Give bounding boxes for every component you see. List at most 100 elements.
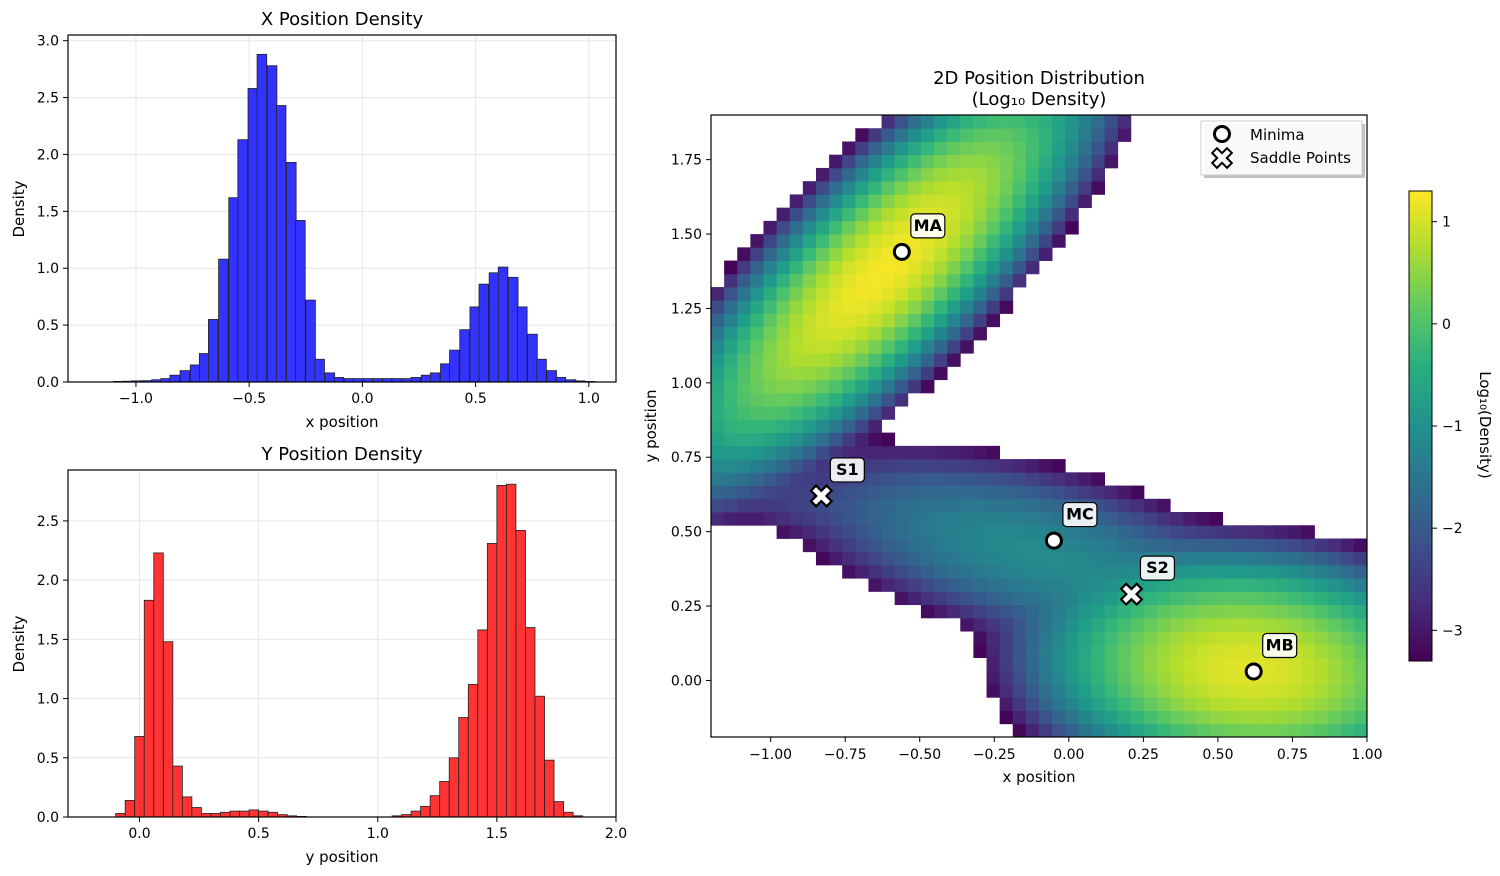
heatmap-cell	[973, 578, 987, 592]
histogram-bar	[477, 629, 488, 818]
point-label-text: MC	[1066, 505, 1094, 524]
heatmap-cell	[1262, 564, 1276, 579]
heatmap-cell	[960, 247, 974, 261]
heatmap-cell	[1052, 564, 1066, 579]
histogram-bar	[410, 810, 422, 818]
heatmap-cell	[1065, 617, 1079, 632]
heatmap-cell	[907, 313, 922, 328]
heatmap-cell	[1012, 644, 1027, 658]
heatmap-cell	[855, 538, 869, 553]
heatmap-cell	[868, 181, 882, 195]
heatmap-cell	[960, 551, 974, 566]
heatmap-cell	[1012, 512, 1027, 526]
heatmap-cell	[907, 538, 922, 553]
heatmap-cell	[1039, 154, 1053, 169]
heatmap-cell	[907, 141, 922, 156]
heatmap-cell	[960, 591, 974, 606]
heatmap-cell	[986, 167, 1001, 182]
heatmap-cell	[829, 366, 843, 381]
heatmap-cell	[815, 273, 830, 288]
heatmap-cell	[1301, 657, 1315, 672]
heatmap-cell	[999, 154, 1014, 169]
point-label-box	[829, 457, 865, 483]
heatmap-cell	[934, 498, 948, 513]
heatmap-cell	[1262, 723, 1276, 737]
heatmap-cell	[750, 260, 764, 275]
heatmap-cell	[1275, 591, 1289, 606]
heatmap-cell	[999, 115, 1014, 129]
heatmap-cell	[986, 512, 1001, 526]
heatmap-cell	[1039, 234, 1053, 248]
heatmap-cell	[855, 432, 869, 447]
heatmap-cell	[1235, 617, 1250, 632]
heatmap-cell	[815, 432, 830, 447]
histogram-bar	[198, 353, 210, 383]
x-tick-label: −1.0	[119, 391, 153, 407]
heatmap-cell	[1052, 128, 1066, 142]
histogram-bar	[218, 258, 229, 383]
heatmap-cell	[829, 419, 843, 434]
x-density-xlabel: x position	[305, 413, 378, 431]
heatmap-cell	[815, 207, 830, 222]
heatmap-cell	[920, 313, 935, 328]
heatmap-cell	[1065, 657, 1079, 672]
heatmap-cell	[986, 631, 1001, 645]
heatmap-cell	[829, 445, 843, 460]
histogram-bar	[420, 374, 432, 383]
heatmap-cell	[1340, 670, 1355, 685]
heatmap-cell	[999, 472, 1014, 486]
heatmap-cell	[1170, 684, 1184, 698]
heatmap-cell	[1025, 644, 1040, 658]
heatmap-cell	[1025, 498, 1040, 513]
point-label-ma: MA	[910, 213, 946, 239]
heatmap-cell	[1170, 697, 1184, 711]
heatmap-cell	[1091, 723, 1105, 737]
heatmap-cell	[789, 273, 804, 288]
heatmap-cell	[1012, 207, 1027, 222]
heatmap-cell	[894, 459, 909, 473]
heatmap-cell	[1091, 551, 1105, 566]
heatmap-cell	[907, 300, 922, 314]
heatmap-cell	[1078, 684, 1092, 698]
heatmap-cell	[1248, 538, 1263, 553]
heatmap-cell	[776, 220, 791, 235]
heatmap-cell	[737, 445, 751, 460]
heatmap-cell	[894, 564, 909, 579]
colorbar-tick-label: −2	[1442, 521, 1463, 537]
heatmap-cell	[920, 273, 935, 288]
heatmap-cell	[1078, 538, 1092, 553]
saddle-marker	[1119, 582, 1144, 607]
histogram-bar	[258, 810, 269, 818]
heatmap-cell	[1012, 115, 1027, 129]
heatmap-cell	[1314, 657, 1329, 672]
heatmap-cell	[973, 538, 987, 553]
histogram-bar	[247, 88, 259, 383]
heatmap-cell	[934, 247, 948, 261]
heatmap-cell	[973, 604, 987, 619]
heatmap-cell	[999, 167, 1014, 182]
point-label-text: MB	[1266, 636, 1294, 655]
heatmap-cell	[1353, 578, 1367, 592]
histogram-bar	[478, 283, 490, 383]
heatmap-cell	[1340, 710, 1355, 725]
heatmap-cell	[1183, 684, 1197, 698]
heatmap-cell	[842, 419, 856, 434]
heatmap-cell	[763, 445, 777, 460]
heatmap-cell	[829, 167, 843, 182]
heatmap-cell	[973, 154, 987, 169]
heatmap-cell	[881, 207, 896, 222]
heatmap-cell	[1157, 670, 1171, 685]
heatmap-cell	[711, 392, 725, 407]
heatmap-cell	[1170, 525, 1184, 539]
heatmap-cell	[750, 472, 764, 486]
heatmap-cell	[1039, 115, 1053, 129]
heatmap-cell	[724, 459, 738, 473]
heatmap-cell	[1170, 710, 1184, 725]
heatmap-cell	[894, 273, 909, 288]
histogram-bar	[295, 220, 306, 383]
heatmap-cell	[1025, 207, 1040, 222]
x-density-ylabel: Density	[10, 180, 28, 237]
heatmap-cell	[1012, 617, 1027, 632]
heatmap-cell	[1288, 697, 1302, 711]
heatmap-cell	[776, 392, 791, 407]
